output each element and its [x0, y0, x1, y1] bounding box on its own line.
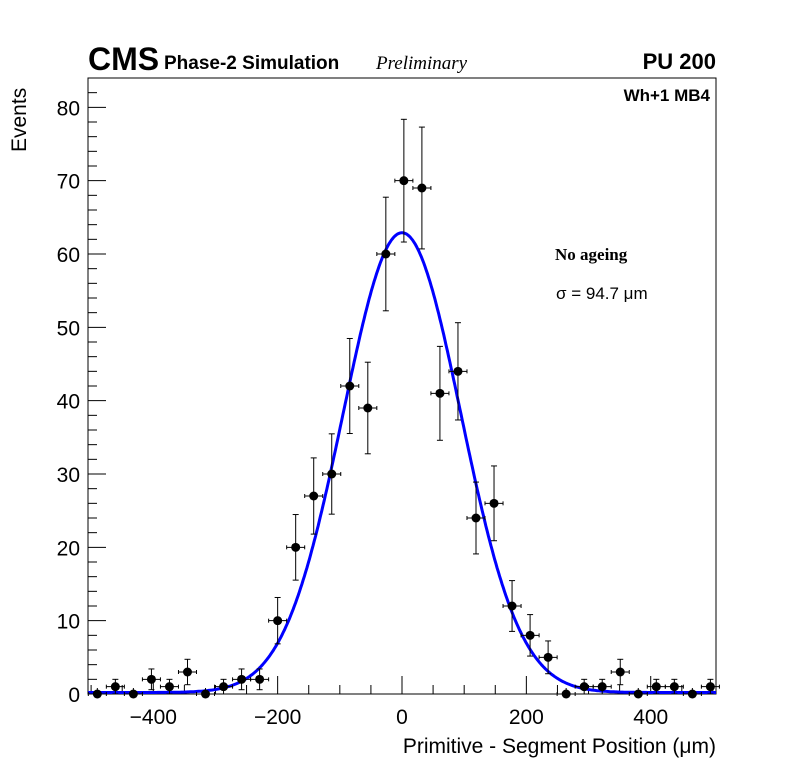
- data-point: [87, 688, 107, 699]
- data-point: [105, 678, 125, 695]
- data-marker: [597, 682, 607, 692]
- data-point: [232, 668, 252, 691]
- data-point: [502, 580, 522, 632]
- data-point: [556, 688, 576, 699]
- data-point: [628, 688, 648, 699]
- data-point: [574, 678, 594, 695]
- data-point: [304, 457, 324, 535]
- x-tick-label: −200: [254, 706, 301, 729]
- data-point: [394, 118, 414, 243]
- plot-frame: [87, 77, 717, 695]
- y-tick-label: 60: [57, 244, 80, 267]
- data-point: [430, 345, 450, 441]
- data-point: [268, 596, 288, 645]
- data-point: [700, 678, 720, 695]
- data-marker: [705, 682, 715, 692]
- x-tick-label: 200: [509, 706, 544, 729]
- data-marker: [182, 667, 192, 677]
- status-label: Preliminary: [375, 53, 468, 74]
- y-tick-label: 50: [57, 317, 80, 340]
- data-point: [664, 678, 684, 695]
- data-marker: [579, 682, 589, 692]
- station-label: Wh+1 MB4: [624, 86, 711, 105]
- data-point: [177, 658, 198, 686]
- data-marker: [309, 491, 319, 501]
- y-tick-label: 40: [57, 391, 80, 414]
- data-point: [376, 196, 396, 312]
- y-tick-label: 30: [57, 464, 80, 487]
- data-marker: [525, 630, 535, 640]
- data-marker: [92, 689, 102, 699]
- data-point: [682, 688, 702, 699]
- data-marker: [255, 674, 265, 684]
- data-point: [340, 337, 360, 435]
- data-marker: [146, 674, 156, 684]
- data-marker: [219, 682, 229, 692]
- y-axis-label: Events: [8, 88, 31, 152]
- data-marker: [633, 689, 643, 699]
- y-tick-label: 0: [68, 684, 80, 707]
- fit-sigma-label: σ = 94.7 μm: [556, 284, 648, 303]
- data-point: [448, 322, 468, 421]
- data-point: [286, 514, 306, 581]
- data-marker: [417, 183, 427, 193]
- data-marker: [110, 682, 120, 692]
- data-point: [141, 668, 161, 691]
- data-marker: [471, 513, 481, 523]
- data-point: [196, 688, 216, 699]
- data-point: [484, 465, 504, 542]
- data-point: [214, 678, 234, 695]
- data-point: [250, 668, 270, 691]
- x-tick-label: 0: [396, 706, 408, 729]
- data-marker: [164, 682, 174, 692]
- data-marker: [651, 682, 661, 692]
- y-tick-label: 70: [57, 171, 80, 194]
- data-marker: [399, 176, 409, 186]
- data-marker: [381, 249, 391, 259]
- data-point: [520, 614, 540, 657]
- experiment-label: CMS: [88, 41, 159, 77]
- data-point: [592, 678, 612, 695]
- x-axis-label: Primitive - Segment Position (μm): [403, 735, 716, 758]
- x-tick-label: −400: [130, 706, 177, 729]
- data-marker: [489, 498, 499, 508]
- data-marker: [507, 601, 517, 611]
- data-marker: [615, 667, 625, 677]
- data-point: [610, 658, 630, 686]
- data-marker: [435, 388, 445, 398]
- data-marker: [561, 689, 571, 699]
- pileup-label: PU 200: [643, 49, 716, 74]
- data-marker: [128, 689, 138, 699]
- data-marker: [291, 542, 301, 552]
- subtitle-label: Phase-2 Simulation: [164, 53, 339, 74]
- data-marker: [687, 689, 697, 699]
- data-marker: [201, 689, 211, 699]
- data-point: [466, 481, 486, 555]
- data-marker: [345, 381, 355, 391]
- data-marker: [237, 674, 247, 684]
- x-tick-label: 400: [633, 706, 668, 729]
- data-point: [538, 640, 558, 675]
- y-tick-label: 20: [57, 537, 80, 560]
- data-point: [358, 361, 378, 455]
- legend-title: No ageing: [555, 245, 628, 264]
- data-marker: [327, 469, 337, 479]
- data-point: [159, 678, 179, 695]
- data-point: [412, 126, 432, 250]
- y-tick-label: 10: [57, 611, 80, 634]
- fit-curve: [88, 231, 716, 694]
- data-point: [123, 688, 143, 699]
- data-point: [646, 678, 666, 695]
- data-marker: [669, 682, 679, 692]
- data-marker: [273, 616, 283, 626]
- data-point: [322, 433, 342, 515]
- data-marker: [363, 403, 373, 413]
- y-tick-label: 80: [57, 97, 80, 120]
- data-marker: [453, 366, 463, 376]
- data-marker: [543, 652, 553, 662]
